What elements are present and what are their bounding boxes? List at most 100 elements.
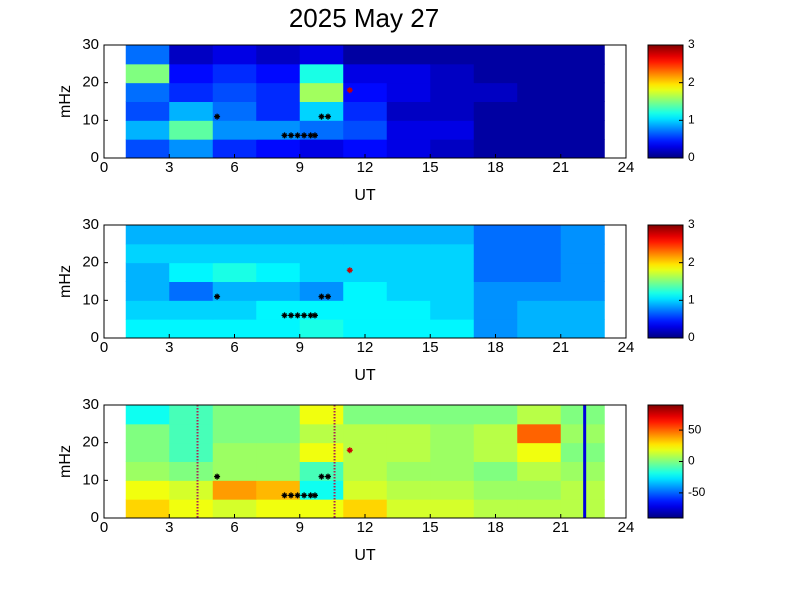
x-tick-label: 18 <box>487 159 504 176</box>
heat-cell <box>430 461 475 481</box>
heat-cell <box>212 225 257 245</box>
event-marker <box>311 132 318 139</box>
heat-cell <box>430 45 475 65</box>
x-tick-label: 21 <box>552 339 569 356</box>
heat-cell <box>386 480 431 500</box>
heat-cell <box>256 300 301 320</box>
heat-cell <box>256 101 301 121</box>
heat-cell <box>169 63 214 84</box>
heat-cell <box>343 480 388 500</box>
heat-cell <box>212 461 257 481</box>
heat-cell <box>169 243 214 264</box>
heat-cell <box>386 120 431 140</box>
heat-cell <box>473 45 518 65</box>
heat-cell <box>212 101 257 121</box>
heat-cell <box>212 45 257 65</box>
colorbar <box>647 404 684 519</box>
x-axis-label: UT <box>354 367 376 384</box>
heat-cell <box>473 225 518 245</box>
heat-cell <box>386 45 431 65</box>
heat-cell <box>343 281 388 301</box>
heat-cell <box>473 423 518 444</box>
heat-cell <box>212 405 257 425</box>
y-tick-label: 30 <box>82 216 99 233</box>
heat-cell <box>430 423 475 444</box>
event-marker <box>311 492 318 499</box>
heat-cell <box>212 480 257 500</box>
heat-cell <box>256 423 301 444</box>
event-marker <box>311 312 318 319</box>
heat-cell <box>256 262 301 282</box>
heat-cell <box>386 461 431 481</box>
heat-cell <box>517 300 562 320</box>
x-tick-label: 15 <box>422 339 439 356</box>
event-marker <box>288 312 295 319</box>
y-axis-label: mHz <box>57 265 74 298</box>
heat-cell <box>343 101 388 121</box>
heat-cell <box>473 319 518 339</box>
heat-cell <box>125 499 170 519</box>
event-marker <box>294 312 301 319</box>
heat-cell <box>560 82 605 102</box>
heat-cell <box>430 442 475 462</box>
y-tick-label: 0 <box>91 509 99 526</box>
heat-cell <box>386 225 431 245</box>
heat-cell <box>517 499 562 519</box>
y-axis-label: mHz <box>57 445 74 478</box>
heat-cell <box>125 442 170 462</box>
event-marker <box>288 132 295 139</box>
heat-cell <box>256 82 301 102</box>
heat-cell <box>169 281 214 301</box>
y-tick-label: 10 <box>82 291 99 308</box>
x-tick-label: 21 <box>552 519 569 536</box>
heat-cell <box>517 461 562 481</box>
heat-cell <box>169 405 214 425</box>
heat-cell <box>473 499 518 519</box>
colorbar <box>647 224 684 339</box>
event-marker <box>281 312 288 319</box>
event-marker <box>281 492 288 499</box>
x-tick-label: 15 <box>422 519 439 536</box>
x-tick-label: 15 <box>422 159 439 176</box>
heat-cell <box>560 300 605 320</box>
x-tick-label: 18 <box>487 519 504 536</box>
heat-cell <box>430 480 475 500</box>
colorbar <box>647 44 684 159</box>
heat-cell <box>517 480 562 500</box>
heat-cell <box>517 319 562 339</box>
heat-cell <box>473 82 518 102</box>
heat-cell <box>343 319 388 339</box>
x-tick-label: 12 <box>357 339 374 356</box>
heat-cell <box>169 82 214 102</box>
x-tick-label: 9 <box>296 159 304 176</box>
heat-cell <box>386 300 431 320</box>
heat-cell <box>256 139 301 159</box>
heat-cell <box>430 139 475 159</box>
y-tick-label: 30 <box>82 36 99 53</box>
heat-cell <box>517 225 562 245</box>
heat-cell <box>125 101 170 121</box>
heat-cell <box>212 442 257 462</box>
x-tick-label: 3 <box>165 159 173 176</box>
heat-cell <box>169 262 214 282</box>
heat-cell <box>169 120 214 140</box>
heat-cell <box>299 499 344 519</box>
heat-cell <box>473 461 518 481</box>
heat-cell <box>125 243 170 264</box>
heat-cell <box>517 63 562 84</box>
heat-cell <box>430 499 475 519</box>
heat-cell <box>169 442 214 462</box>
heat-cell <box>212 423 257 444</box>
heat-cell <box>212 243 257 264</box>
heat-cell <box>473 405 518 425</box>
heat-cell <box>430 243 475 264</box>
heat-cell <box>473 139 518 159</box>
heat-cell <box>517 405 562 425</box>
y-axis-label: mHz <box>57 85 74 118</box>
heat-cell <box>430 300 475 320</box>
heat-cell <box>256 225 301 245</box>
heat-cell <box>517 281 562 301</box>
event-marker <box>281 132 288 139</box>
colorbar-tick-label: 2 <box>688 255 695 269</box>
heat-cell <box>256 480 301 500</box>
